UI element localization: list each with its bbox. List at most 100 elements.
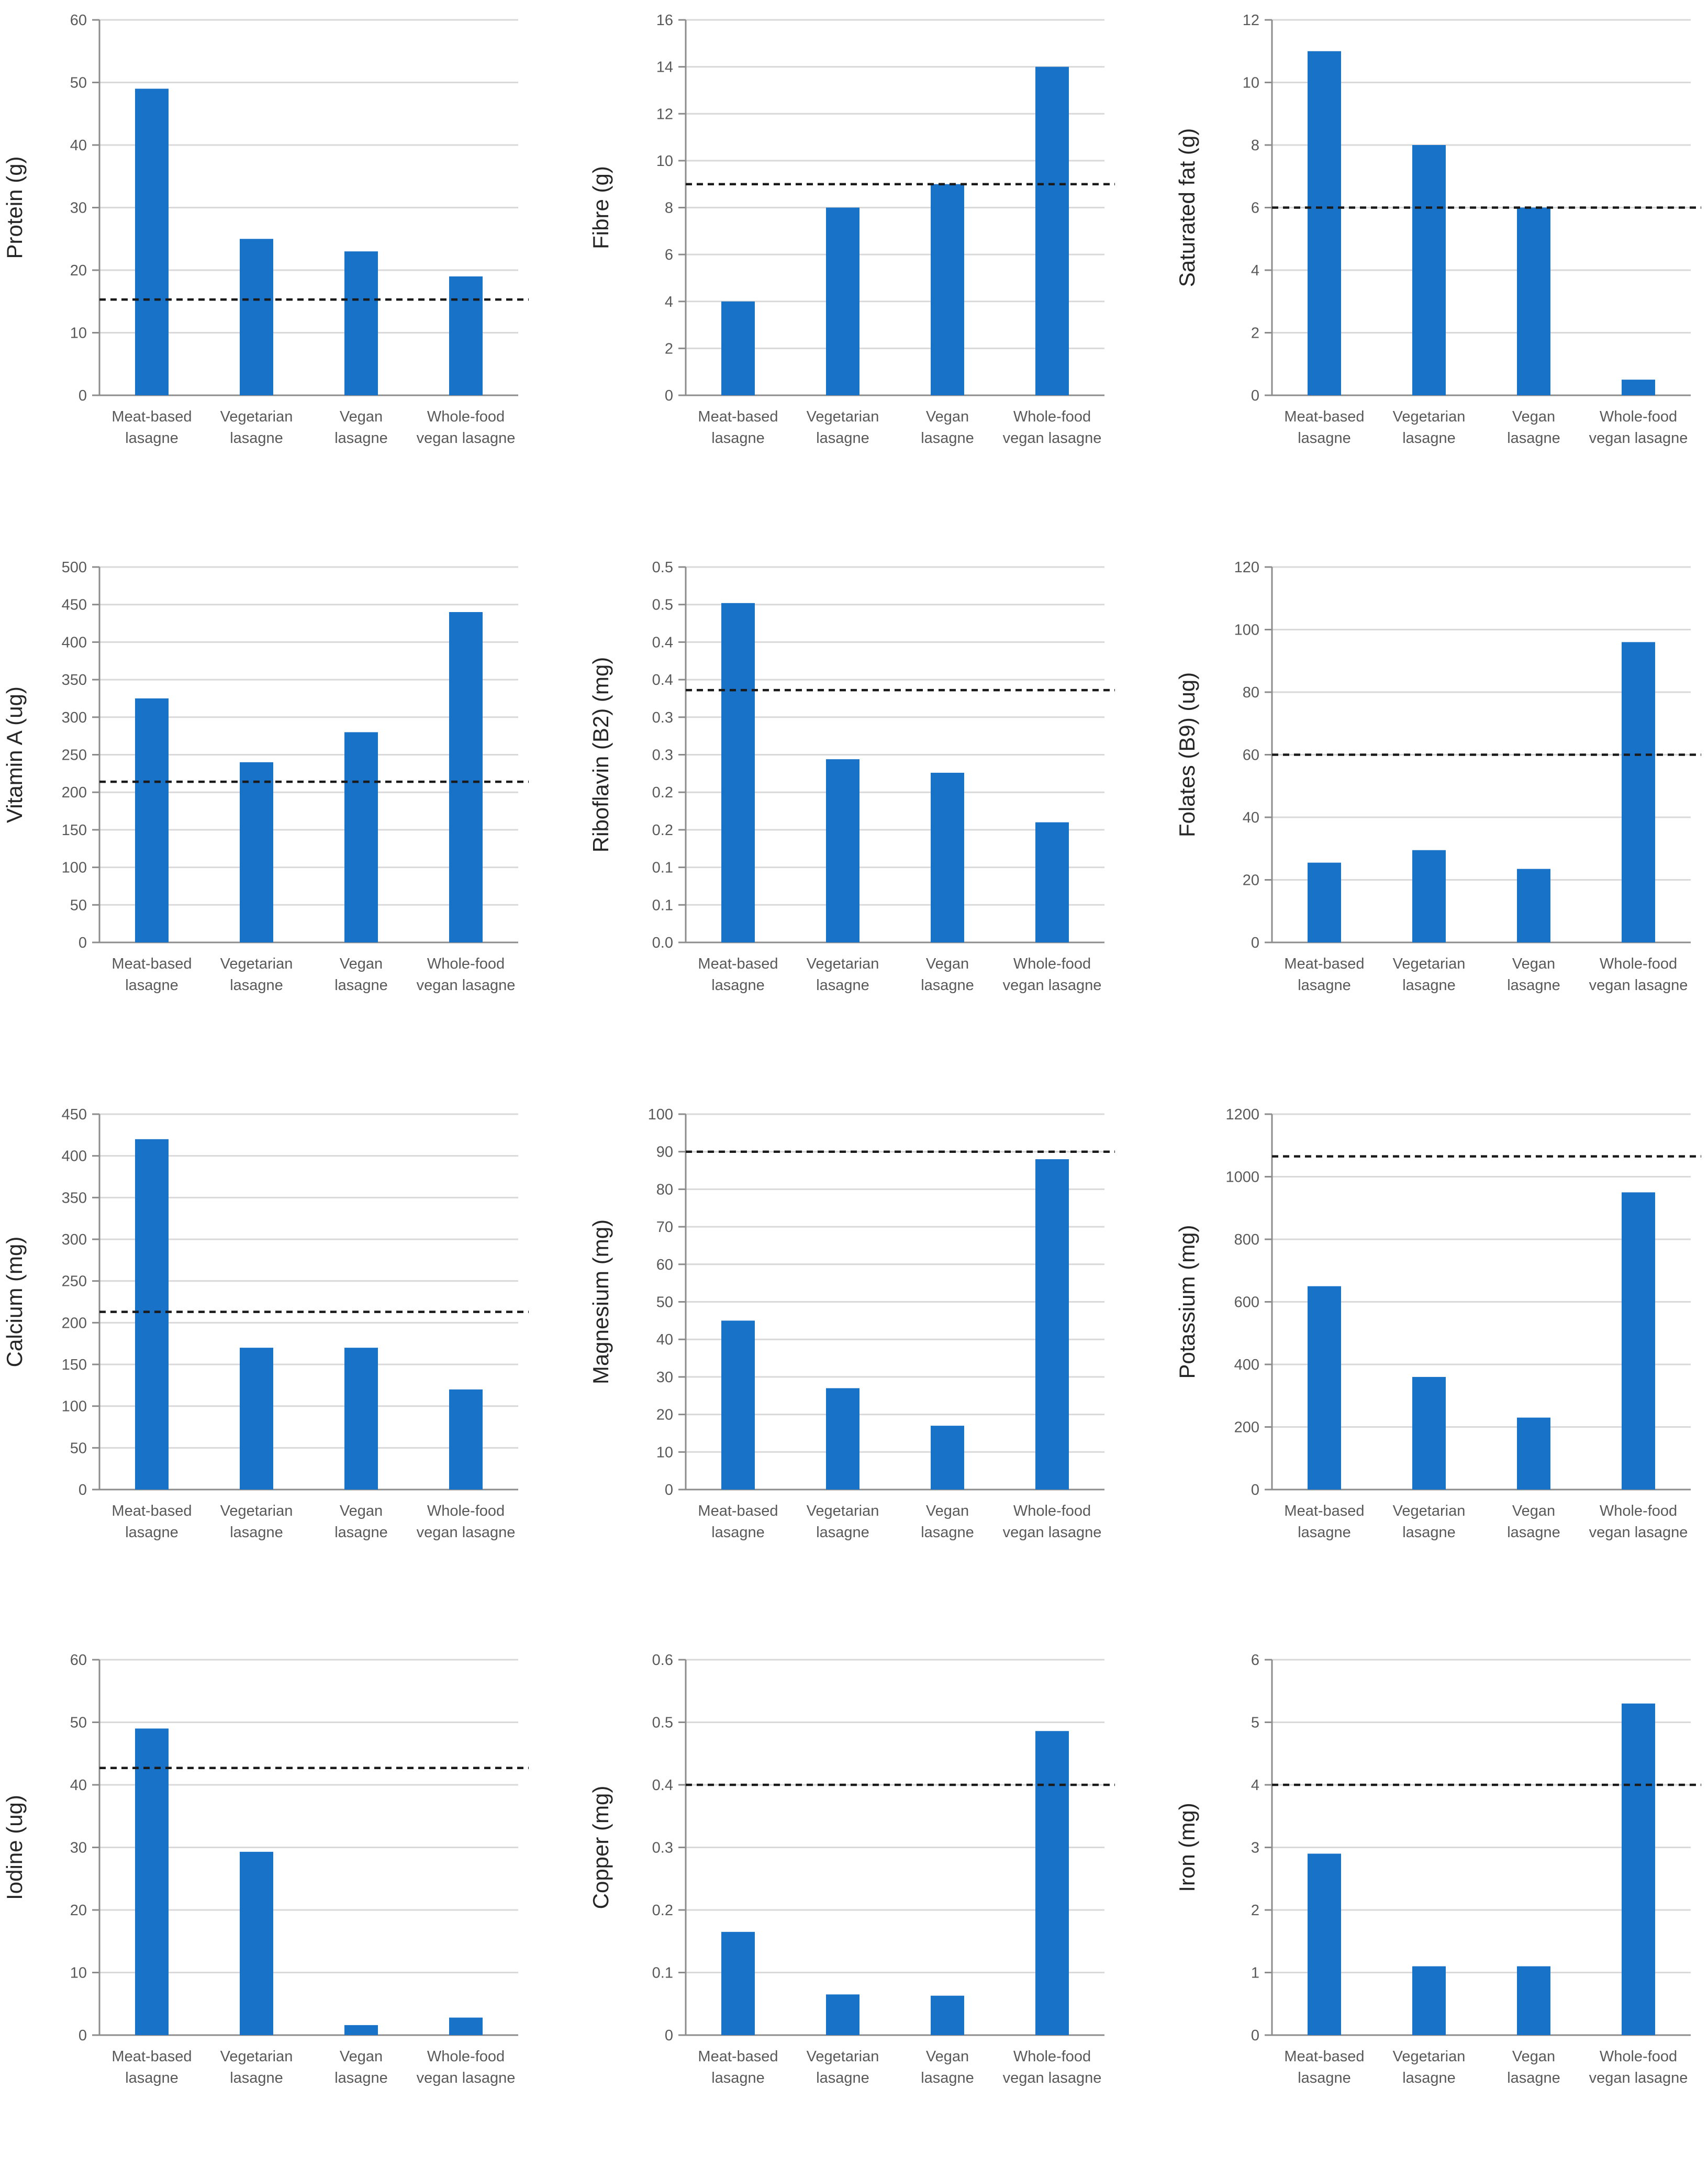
y-tick-label: 1200 [1225, 1106, 1259, 1123]
y-tick-label: 4 [1251, 1777, 1259, 1794]
bar [1622, 1192, 1655, 1490]
x-category-label: Meat-based [698, 1503, 778, 1519]
y-tick-label: 200 [62, 1315, 87, 1331]
y-tick-label: 0.4 [652, 672, 673, 688]
bar [826, 1388, 859, 1490]
x-category-label: Vegan [926, 2048, 969, 2065]
y-tick-label: 450 [62, 597, 87, 614]
y-tick-label: 12 [656, 106, 673, 123]
chart-panel-12: 0 1 2 3 4 5 6 Meat-based lasagne Vegetarian lasagn… [1173, 1640, 1708, 2163]
x-category-label: Vegan [340, 408, 383, 425]
y-tick-label: 2 [1251, 1902, 1259, 1919]
y-tick-label: 600 [1234, 1294, 1259, 1311]
x-category-label: lasagne [230, 430, 283, 447]
bar [449, 2017, 483, 2035]
x-category-label: vegan lasagne [1003, 2070, 1102, 2086]
y-tick-label: 8 [1251, 137, 1259, 154]
x-category-label: lasagne [1298, 430, 1351, 447]
y-tick-label: 0.3 [652, 709, 673, 726]
bar [135, 88, 169, 395]
bar [826, 207, 859, 395]
y-tick-label: 40 [656, 1331, 673, 1348]
y-tick-label: 2 [665, 340, 673, 357]
y-tick-label: 20 [70, 262, 87, 279]
chart-svg: 0 10 20 30 40 50 60 Meat-based lasagne Vegetarian… [2, 1652, 529, 2086]
y-tick-label: 40 [70, 137, 87, 154]
y-axis-title: Fibre (g) [588, 166, 613, 249]
bar [135, 698, 169, 942]
x-category-label: Vegan [1512, 2048, 1555, 2065]
bar [1308, 1853, 1341, 2035]
y-tick-label: 400 [1234, 1357, 1259, 1373]
y-tick-label: 0.2 [652, 784, 673, 801]
bar [1412, 145, 1446, 395]
bar [449, 612, 483, 942]
chart-svg: 0 20 40 60 80 100 120 Meat-based lasagne Vegetari… [1175, 559, 1701, 994]
chart-svg: 0 0.1 0.2 0.3 0.4 0.5 0.6 Meat-based lasagne Vege… [588, 1652, 1115, 2086]
chart-svg: 0 50 100 150 200 250 300 350 400 450 Meat-based las… [2, 1106, 529, 1541]
bar [344, 251, 378, 395]
x-category-label: Whole-food [1600, 2048, 1677, 2065]
bar [240, 1348, 273, 1490]
y-tick-label: 16 [656, 12, 673, 29]
chart-panel-8: 0 10 20 30 40 50 60 70 80 90 100 Meat-based lasagne V… [586, 1094, 1152, 1618]
chart-svg: 0.0 0.1 0.1 0.2 0.2 0.3 0.3 0.4 0.4 0.5 0.5 Meat-ba… [588, 559, 1115, 994]
y-tick-label: 0 [665, 2027, 673, 2044]
y-tick-label: 250 [62, 1273, 87, 1290]
x-category-label: Vegetarian [807, 2048, 879, 2065]
bar [1035, 66, 1069, 395]
y-tick-label: 1 [1251, 1965, 1259, 1982]
x-category-label: Vegetarian [1393, 408, 1466, 425]
y-tick-label: 10 [70, 1965, 87, 1982]
y-axis-title: Magnesium (mg) [588, 1219, 613, 1384]
chart-grid: 0 10 20 30 40 50 60 Meat-based lasagne Vegetarian… [0, 0, 1701, 2086]
x-category-label: lasagne [1507, 2070, 1560, 2086]
y-tick-label: 0.2 [652, 822, 673, 839]
y-tick-label: 50 [70, 897, 87, 914]
y-tick-label: 0.3 [652, 1840, 673, 1857]
x-category-label: vegan lasagne [417, 430, 516, 447]
x-category-label: vegan lasagne [1003, 977, 1102, 994]
x-category-label: Vegan [926, 956, 969, 972]
bar [1412, 850, 1446, 942]
y-tick-label: 3 [1251, 1840, 1259, 1857]
bar [240, 762, 273, 942]
x-category-label: Vegan [1512, 956, 1555, 972]
y-tick-label: 50 [656, 1294, 673, 1311]
y-tick-label: 20 [656, 1407, 673, 1424]
bar [931, 772, 964, 942]
y-tick-label: 20 [1243, 872, 1259, 889]
y-axis-title: Copper (mg) [588, 1786, 613, 1909]
x-category-label: lasagne [1507, 1524, 1560, 1541]
y-axis-title: Vitamin A (ug) [2, 686, 27, 823]
y-tick-label: 0.4 [652, 1777, 673, 1794]
y-tick-label: 50 [70, 75, 87, 92]
bar [1035, 1159, 1069, 1490]
x-category-label: lasagne [1298, 977, 1351, 994]
chart-panel-1: 0 10 20 30 40 50 60 Meat-based lasagne Vegetarian… [0, 0, 565, 524]
bar [1308, 1286, 1341, 1490]
x-category-label: vegan lasagne [1003, 430, 1102, 447]
x-category-label: lasagne [334, 430, 388, 447]
y-tick-label: 80 [656, 1181, 673, 1198]
x-category-label: lasagne [921, 977, 974, 994]
y-axis-title: Calcium (mg) [2, 1237, 27, 1368]
x-category-label: lasagne [711, 977, 765, 994]
bar [1517, 869, 1550, 942]
x-category-label: vegan lasagne [417, 2070, 516, 2086]
bar [344, 732, 378, 942]
y-tick-label: 0.4 [652, 634, 673, 651]
x-category-label: Vegetarian [807, 1503, 879, 1519]
y-tick-label: 10 [656, 153, 673, 170]
bar [449, 276, 483, 395]
x-category-label: vegan lasagne [1003, 1524, 1102, 1541]
x-category-label: Whole-food [1600, 956, 1677, 972]
chart-panel-5: 0.0 0.1 0.1 0.2 0.2 0.3 0.3 0.4 0.4 0.5 0.5 Meat-ba… [586, 547, 1152, 1071]
x-category-label: vegan lasagne [1589, 1524, 1688, 1541]
x-category-label: vegan lasagne [417, 977, 516, 994]
bar [135, 1728, 169, 2035]
y-tick-label: 40 [70, 1777, 87, 1794]
y-tick-label: 30 [70, 1840, 87, 1857]
x-category-label: Meat-based [698, 408, 778, 425]
x-category-label: lasagne [921, 430, 974, 447]
